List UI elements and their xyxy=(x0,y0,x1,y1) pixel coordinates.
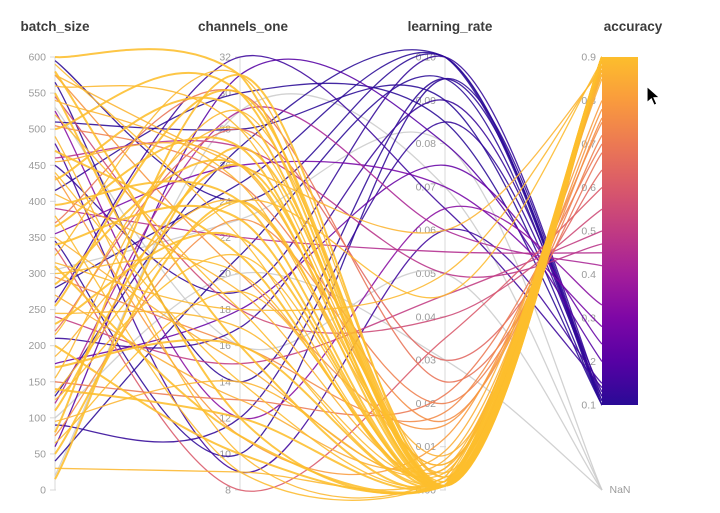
svg-text:50: 50 xyxy=(34,448,46,460)
svg-text:0: 0 xyxy=(40,485,46,497)
svg-text:20: 20 xyxy=(219,268,231,280)
svg-text:0.4: 0.4 xyxy=(581,269,596,281)
svg-text:18: 18 xyxy=(219,304,231,316)
svg-text:0.1: 0.1 xyxy=(581,400,596,412)
axis-title-batch-size[interactable]: batch_size xyxy=(20,19,90,34)
svg-text:0.06: 0.06 xyxy=(416,225,437,237)
svg-text:16: 16 xyxy=(219,340,231,352)
svg-text:0.5: 0.5 xyxy=(581,226,596,238)
svg-text:8: 8 xyxy=(225,485,231,497)
svg-text:250: 250 xyxy=(28,304,46,316)
svg-text:300: 300 xyxy=(28,268,46,280)
svg-text:24: 24 xyxy=(219,196,231,208)
svg-text:0.10: 0.10 xyxy=(416,52,437,64)
svg-text:400: 400 xyxy=(28,196,46,208)
svg-text:550: 550 xyxy=(28,88,46,100)
axis-title-learning-rate[interactable]: learning_rate xyxy=(407,19,493,34)
svg-text:0.03: 0.03 xyxy=(416,355,437,367)
svg-text:22: 22 xyxy=(219,232,231,244)
svg-text:350: 350 xyxy=(28,232,46,244)
svg-text:14: 14 xyxy=(219,376,231,388)
svg-text:0.08: 0.08 xyxy=(416,138,437,150)
svg-text:12: 12 xyxy=(219,412,231,424)
svg-text:100: 100 xyxy=(28,412,46,424)
svg-text:0.9: 0.9 xyxy=(581,52,596,64)
mouse-cursor-icon xyxy=(646,86,661,106)
svg-text:150: 150 xyxy=(28,376,46,388)
svg-text:500: 500 xyxy=(28,124,46,136)
svg-text:30: 30 xyxy=(219,88,231,100)
accuracy-nan-label: NaN xyxy=(609,484,631,496)
svg-text:32: 32 xyxy=(219,52,231,64)
svg-text:600: 600 xyxy=(28,52,46,64)
svg-text:10: 10 xyxy=(219,448,231,460)
accuracy-colorbar[interactable] xyxy=(602,57,638,405)
axis-title-accuracy[interactable]: accuracy xyxy=(603,19,663,34)
svg-text:200: 200 xyxy=(28,340,46,352)
axis-title-channels-one[interactable]: channels_one xyxy=(197,19,289,34)
svg-text:0.3: 0.3 xyxy=(581,313,596,325)
svg-text:450: 450 xyxy=(28,160,46,172)
